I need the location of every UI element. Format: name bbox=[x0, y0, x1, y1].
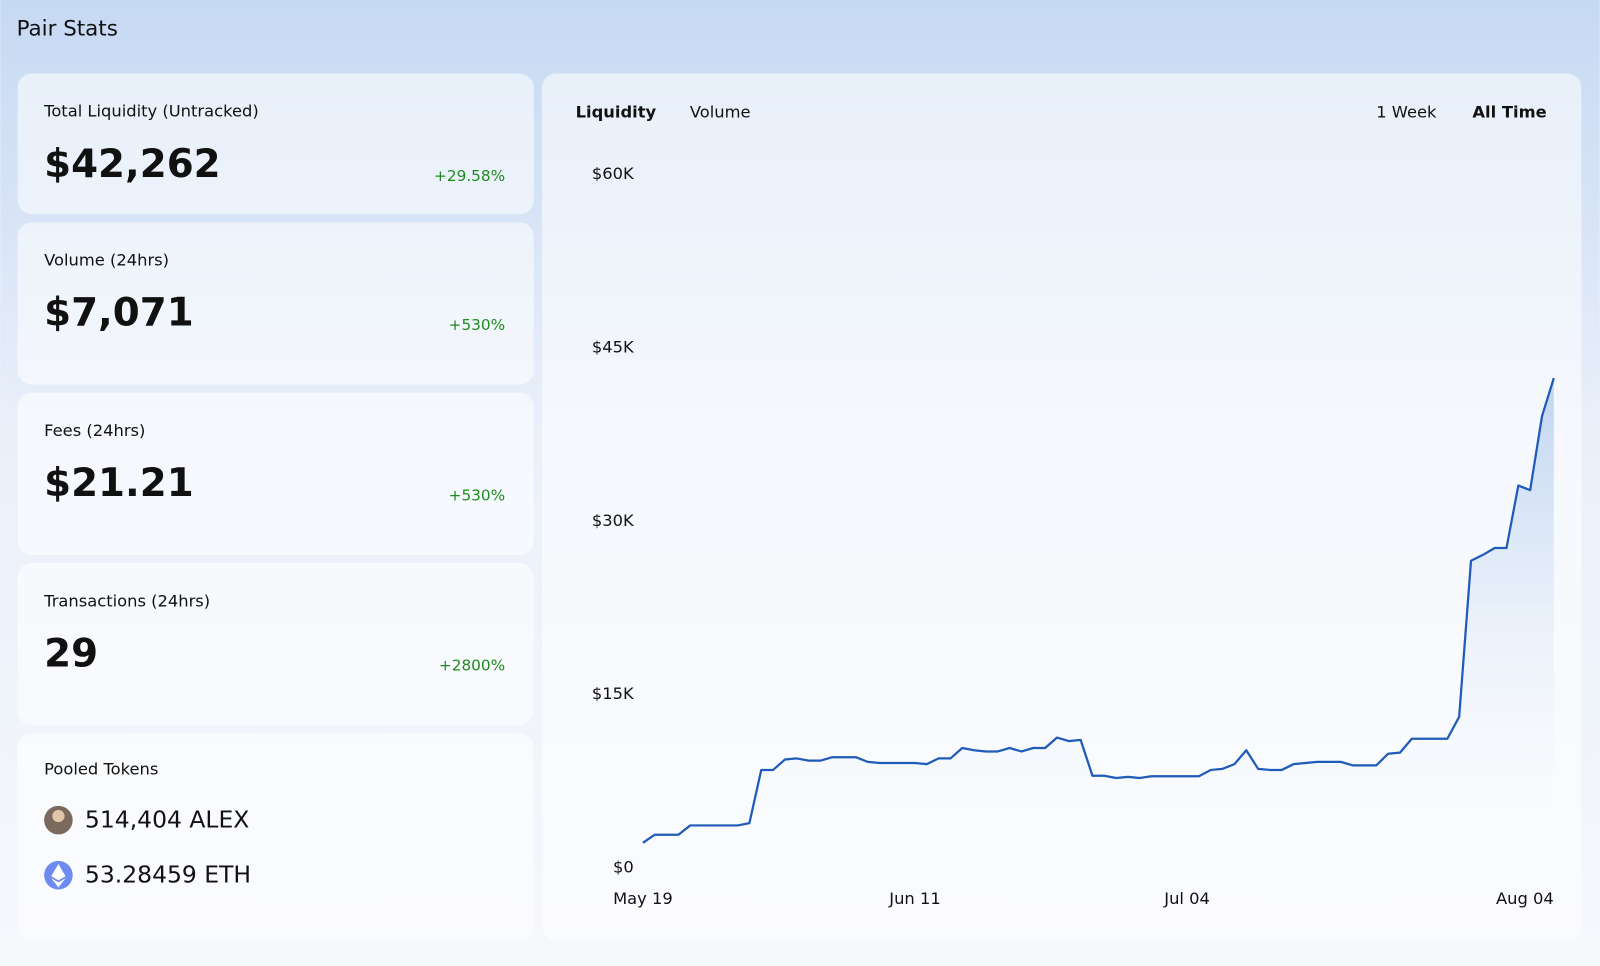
stat-card bbox=[17, 563, 534, 726]
stat-value: 29 bbox=[44, 631, 98, 676]
range-tab[interactable]: 1 Week bbox=[1376, 103, 1437, 122]
stat-label: Transactions (24hrs) bbox=[43, 591, 210, 610]
pooled-label: Pooled Tokens bbox=[44, 760, 158, 779]
chart-card bbox=[541, 73, 1582, 941]
y-tick-label: $30K bbox=[592, 511, 635, 530]
x-tick-label: Jun 11 bbox=[888, 889, 940, 908]
eth-icon-glyph bbox=[51, 863, 66, 888]
area bbox=[642, 378, 1554, 868]
y-tick-label: $15K bbox=[592, 684, 635, 703]
x-tick-label: Aug 04 bbox=[1496, 889, 1554, 908]
range-tab[interactable]: All Time bbox=[1472, 103, 1546, 122]
stat-value: $42,262 bbox=[44, 142, 220, 187]
chart-tab[interactable]: Liquidity bbox=[576, 103, 657, 122]
stat-card bbox=[17, 73, 534, 215]
stat-card bbox=[17, 222, 534, 385]
chart-tab[interactable]: Volume bbox=[690, 103, 751, 122]
page-title: Pair Stats bbox=[17, 17, 118, 42]
y-tick-label: $60K bbox=[592, 164, 635, 183]
token-amount: 514,404 ALEX bbox=[85, 806, 249, 834]
stat-change: +2800% bbox=[439, 657, 505, 675]
y-tick-label: $0 bbox=[613, 858, 634, 877]
x-tick-label: Jul 04 bbox=[1163, 889, 1210, 908]
x-tick-label: May 19 bbox=[613, 889, 673, 908]
stat-value: $21.21 bbox=[44, 461, 194, 506]
stat-change: +530% bbox=[449, 316, 506, 334]
stat-change: +530% bbox=[449, 486, 506, 504]
stat-label: Volume (24hrs) bbox=[44, 251, 169, 270]
token-amount: 53.28459 ETH bbox=[85, 861, 251, 889]
stat-label: Fees (24hrs) bbox=[44, 421, 145, 440]
stat-card bbox=[17, 392, 534, 555]
y-tick-label: $45K bbox=[592, 337, 635, 356]
pooled-card bbox=[17, 733, 534, 941]
alex-icon-face bbox=[52, 809, 65, 823]
stat-change: +29.58% bbox=[434, 167, 505, 185]
line bbox=[642, 377, 1555, 844]
stat-value: $7,071 bbox=[44, 291, 194, 336]
stat-label: Total Liquidity (Untracked) bbox=[43, 102, 259, 121]
